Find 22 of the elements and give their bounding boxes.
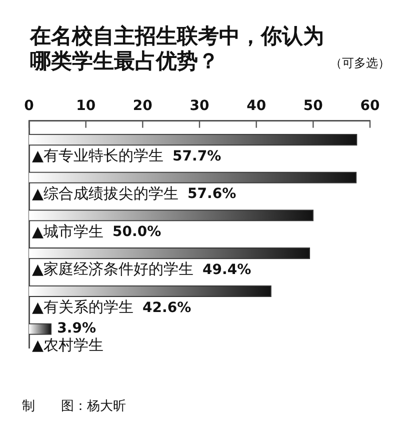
data-label: 49.4% — [202, 262, 252, 278]
y-tick-label: ▲有专业特长的学生 — [32, 146, 164, 165]
x-tick-label: 20 — [132, 98, 153, 114]
y-tick-label: ▲家庭经济条件好的学生 — [32, 260, 194, 278]
text: 制 图：杨大昕 — [22, 398, 126, 415]
x-tick-label: 0 — [24, 98, 34, 114]
x-tick-label: 60 — [360, 98, 380, 114]
data-label: 42.6% — [142, 300, 192, 316]
chart-subtitle: （可多选） — [330, 55, 390, 71]
y-tick-label: ▲有关系的学生 — [32, 298, 134, 316]
y-tick-label: ▲农村学生 — [32, 336, 104, 354]
y-tick-label: ▲城市学生 — [32, 222, 104, 240]
x-tick-label: 40 — [246, 98, 266, 114]
data-label: 50.0% — [112, 224, 162, 240]
y-tick-label: ▲综合成绩拔尖的学生 — [32, 184, 179, 202]
chart-title: 在名校自主招生联考中，你认为哪类学生最占优势？ — [30, 24, 324, 73]
x-tick-label: 30 — [190, 98, 210, 114]
data-label: 57.6% — [188, 186, 236, 202]
data-label: 57.7% — [172, 148, 222, 164]
x-tick-label: 10 — [76, 98, 96, 114]
data-label: 3.9% — [57, 320, 96, 337]
x-tick-label: 50 — [303, 98, 324, 114]
